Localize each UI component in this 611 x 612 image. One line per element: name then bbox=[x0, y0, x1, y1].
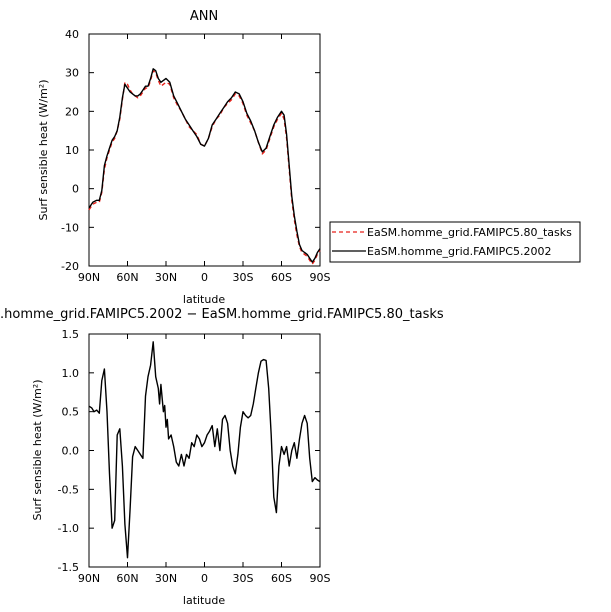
y-tick-label: 1.0 bbox=[62, 367, 80, 380]
x-tick-label: 0 bbox=[201, 271, 208, 284]
chart-title: ANN bbox=[190, 9, 218, 24]
legend: EaSM.homme_grid.FAMIPC5.80_tasks EaSM.ho… bbox=[329, 221, 581, 263]
tick-group: 90N 60N 30N 0 30S 60S 90S 1.5 1.0 0.5 0.0 -0.5 -1.0 -… bbox=[58, 328, 331, 585]
y-tick-label: -1.0 bbox=[58, 522, 79, 535]
x-tick-label: 90S bbox=[310, 572, 331, 585]
bottom-chart: EaSM.homme_grid.FAMIPC5.2002 − EaSM.homm… bbox=[0, 307, 444, 607]
x-tick-label: 30S bbox=[233, 572, 254, 585]
x-tick-label: 30N bbox=[155, 271, 177, 284]
series-line-0-1 bbox=[88, 68, 321, 263]
top-chart: ANN 90N 60N 30N 0 30S 60S 90S 40 30 20 10 0 -10 -20 l… bbox=[37, 9, 581, 306]
y-tick-label: 10 bbox=[65, 144, 79, 157]
y-tick-label: 0 bbox=[72, 183, 79, 196]
y-tick-label: -20 bbox=[61, 260, 79, 273]
y-axis-label: Surf sensible heat (W/m²) bbox=[31, 380, 44, 521]
x-axis-label: latitude bbox=[183, 293, 225, 306]
legend-label-80-tasks: EaSM.homme_grid.FAMIPC5.80_tasks bbox=[367, 226, 572, 239]
x-tick-label: 90S bbox=[310, 271, 331, 284]
y-tick-label: 30 bbox=[65, 67, 79, 80]
x-tick-label: 30N bbox=[155, 572, 177, 585]
y-tick-label: -1.5 bbox=[58, 561, 79, 574]
y-tick-label: 20 bbox=[65, 105, 79, 118]
series-line-1-0 bbox=[88, 341, 321, 559]
series-line-0-0 bbox=[88, 69, 321, 265]
y-axis-label: Surf sensible heat (W/m²) bbox=[37, 80, 50, 221]
x-tick-label: 60N bbox=[116, 271, 138, 284]
x-tick-label: 0 bbox=[201, 572, 208, 585]
series-group bbox=[88, 341, 321, 559]
chart-title: EaSM.homme_grid.FAMIPC5.2002 − EaSM.homm… bbox=[0, 307, 444, 322]
y-tick-label: -0.5 bbox=[58, 483, 79, 496]
x-tick-label: 60N bbox=[116, 572, 138, 585]
plot-frame bbox=[88, 33, 321, 267]
y-tick-label: 0.0 bbox=[62, 445, 80, 458]
y-tick-label: 40 bbox=[65, 28, 79, 41]
y-tick-label: 1.5 bbox=[62, 328, 80, 341]
series-group bbox=[88, 68, 321, 265]
y-tick-label: -10 bbox=[61, 221, 79, 234]
x-tick-label: 90N bbox=[78, 271, 100, 284]
x-axis-label: latitude bbox=[183, 594, 225, 607]
legend-label-2002: EaSM.homme_grid.FAMIPC5.2002 bbox=[367, 245, 551, 258]
x-tick-label: 30S bbox=[233, 271, 254, 284]
tick-group: 90N 60N 30N 0 30S 60S 90S 40 30 20 10 0 -10 -20 bbox=[61, 28, 330, 284]
x-tick-label: 60S bbox=[271, 271, 292, 284]
legend-box bbox=[329, 221, 581, 263]
x-tick-label: 60S bbox=[271, 572, 292, 585]
x-tick-label: 90N bbox=[78, 572, 100, 585]
y-tick-label: 0.5 bbox=[62, 406, 80, 419]
